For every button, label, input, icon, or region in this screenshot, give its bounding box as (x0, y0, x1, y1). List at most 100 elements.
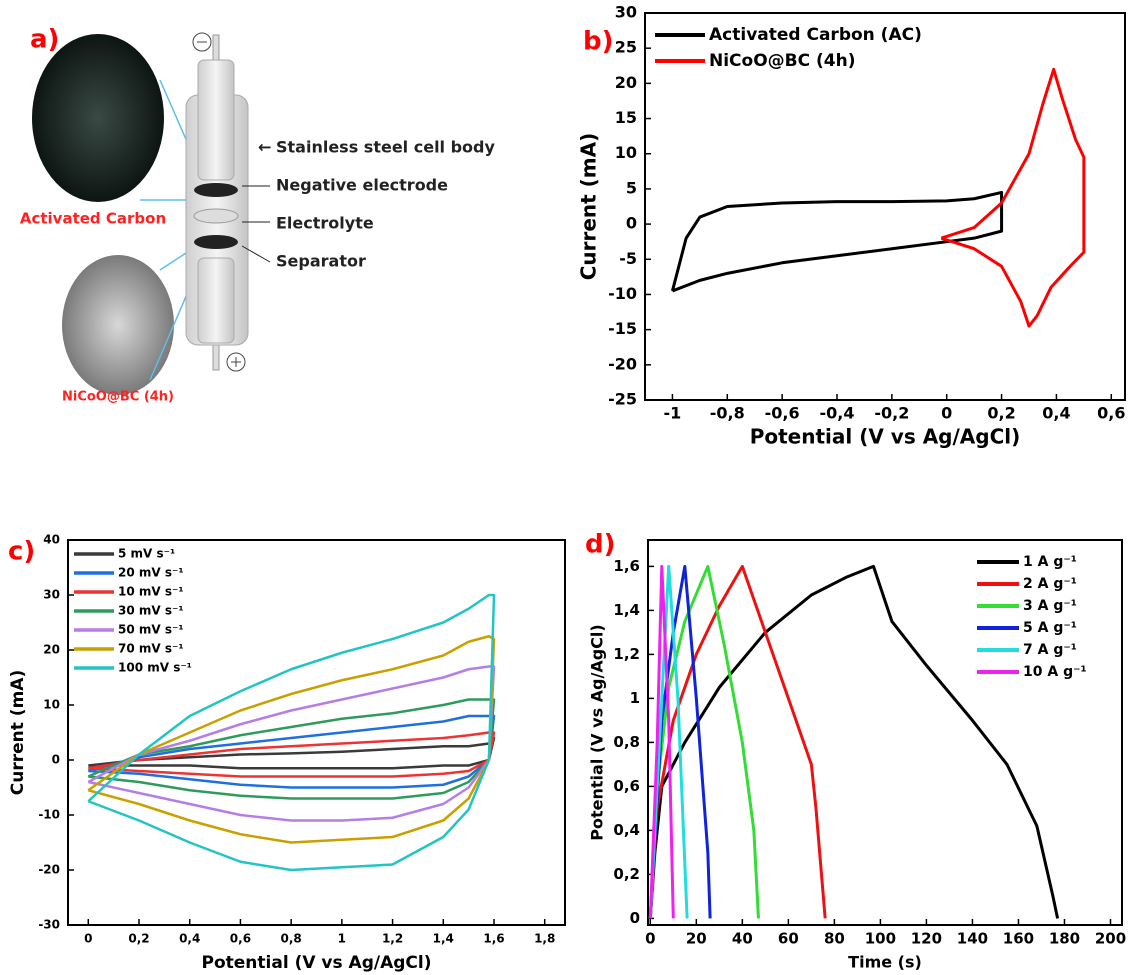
x-tick-label: -0,2 (874, 404, 909, 423)
x-tick-label: 0,6 (1097, 404, 1125, 423)
legend-label: 5 A g⁻¹ (1023, 620, 1077, 636)
x-tick-label: 160 (1003, 930, 1034, 948)
x-tick-label: -0,4 (820, 404, 855, 423)
x-tick-label: 1,6 (483, 932, 504, 946)
x-axis-label: Potential (V vs Ag/AgCl) (750, 425, 1021, 449)
legend-label: 10 mV s⁻¹ (118, 585, 184, 599)
legend-label: 100 mV s⁻¹ (118, 661, 192, 675)
legend-label: 1 A g⁻¹ (1023, 554, 1077, 570)
y-axis-label: Current (mA) (577, 133, 601, 281)
x-tick-label: 180 (1049, 930, 1080, 948)
panel-label: c) (8, 537, 35, 567)
y-tick-label: -30 (38, 918, 60, 932)
part-label: Stainless steel cell body (276, 138, 496, 157)
panel-label: d) (585, 530, 616, 560)
rod (212, 344, 220, 371)
y-tick-label: 0,8 (613, 733, 640, 751)
series-line (88, 731, 496, 778)
y-tick-label: -20 (608, 354, 637, 373)
y-tick-label: 0,2 (613, 865, 640, 883)
x-tick-label: 80 (824, 930, 845, 948)
plot-frame (647, 539, 1123, 926)
y-tick-label: 10 (615, 143, 637, 162)
x-tick-label: 120 (911, 930, 942, 948)
y-tick-label: 40 (43, 533, 60, 547)
legend-label: 2 A g⁻¹ (1023, 576, 1077, 592)
y-tick-label: 30 (615, 3, 637, 22)
legend-label: 10 A g⁻¹ (1023, 664, 1087, 680)
minus-terminal (192, 32, 212, 52)
x-tick-label: -1 (664, 404, 682, 423)
chart: b) -1 -0,8 -0,6 -0,4 -0,2 0 0,2 0,4 0,6 -25 -20 -15 -… (577, 3, 1126, 449)
arrow (241, 245, 271, 263)
legend-label: 70 mV s⁻¹ (118, 642, 184, 656)
legend-label: 5 mV s⁻¹ (118, 547, 175, 561)
part-label: Negative electrode (276, 176, 448, 195)
part-label: Electrolyte (276, 214, 374, 233)
legend-label: 7 A g⁻¹ (1023, 642, 1077, 658)
material-label: Activated Carbon (20, 210, 166, 228)
y-tick-label: -10 (608, 284, 637, 303)
y-tick-label: 1,6 (613, 557, 640, 575)
x-tick-label: 0 (645, 930, 655, 948)
arrow: ← (258, 138, 271, 157)
x-tick-label: 200 (1095, 930, 1126, 948)
material-label: NiCoO@BC (4h) (62, 390, 174, 405)
y-tick-label: -5 (619, 249, 637, 268)
x-tick-label: 0,4 (1042, 404, 1070, 423)
y-tick-label: 25 (615, 38, 637, 57)
x-tick-label: 1,8 (534, 932, 555, 946)
legend-label: NiCoO@BC (4h) (709, 51, 855, 71)
x-tick-label: 1 (338, 932, 346, 946)
y-tick-label: 30 (43, 588, 60, 602)
y-axis-label: Current (mA) (8, 670, 28, 795)
y-tick-label: 0,6 (613, 777, 640, 795)
plus-sign (231, 357, 241, 367)
y-tick-label: 15 (615, 108, 637, 127)
legend-label: 50 mV s⁻¹ (118, 623, 184, 637)
x-tick-label: 0,6 (230, 932, 251, 946)
series-line (87, 714, 496, 789)
series-line (940, 67, 1086, 328)
panel-label: a) (30, 25, 59, 55)
part-label: Separator (276, 252, 366, 271)
legend-label: 20 mV s⁻¹ (118, 566, 184, 580)
electrolyte-disc (193, 208, 239, 224)
legend-label: 30 mV s⁻¹ (118, 604, 184, 618)
y-tick-label: 20 (615, 73, 637, 92)
x-tick-label: 0 (941, 404, 952, 423)
series-line (87, 635, 496, 844)
negative-disc (194, 183, 238, 197)
x-axis-label: Potential (V vs Ag/AgCl) (202, 953, 432, 973)
series-line (87, 698, 496, 800)
y-tick-label: 1,2 (613, 645, 640, 663)
series-line (648, 564, 1060, 919)
legend-label: 3 A g⁻¹ (1023, 598, 1077, 614)
y-tick-label: 0 (630, 909, 640, 927)
x-tick-label: 0,2 (987, 404, 1015, 423)
series-line (648, 564, 689, 919)
plus-terminal (226, 352, 246, 372)
chart: c) 0 0,2 0,4 0,6 0,8 1 1,2 1,4 1,6 1,8 -30 -20 -10 0 10… (8, 533, 566, 973)
series-line (87, 593, 496, 872)
ac-image (32, 34, 164, 202)
legend-label: Activated Carbon (AC) (709, 25, 922, 45)
plot-frame (67, 539, 566, 926)
x-tick-label: 140 (957, 930, 988, 948)
cell-lower (197, 257, 235, 344)
cell-upper (197, 59, 235, 181)
plot-frame (644, 12, 1126, 401)
panel-label: b) (583, 27, 614, 57)
y-tick-label: 1 (630, 689, 640, 707)
y-tick-label: 10 (43, 698, 60, 712)
y-axis-label: Potential (V vs Ag/AgCl) (588, 624, 607, 840)
series-line (670, 190, 1004, 293)
x-tick-label: 60 (778, 930, 799, 948)
y-tick-label: -10 (38, 808, 60, 822)
y-tick-label: 0 (626, 214, 637, 233)
chart: d) 0 20 40 60 80 100 120 140 160 180 200 0 0,2 0,4 0,6 0… (585, 530, 1126, 972)
x-tick-label: 20 (686, 930, 707, 948)
x-tick-label: 1,4 (433, 932, 454, 946)
series-line (648, 564, 675, 919)
x-tick-label: -0,8 (710, 404, 745, 423)
